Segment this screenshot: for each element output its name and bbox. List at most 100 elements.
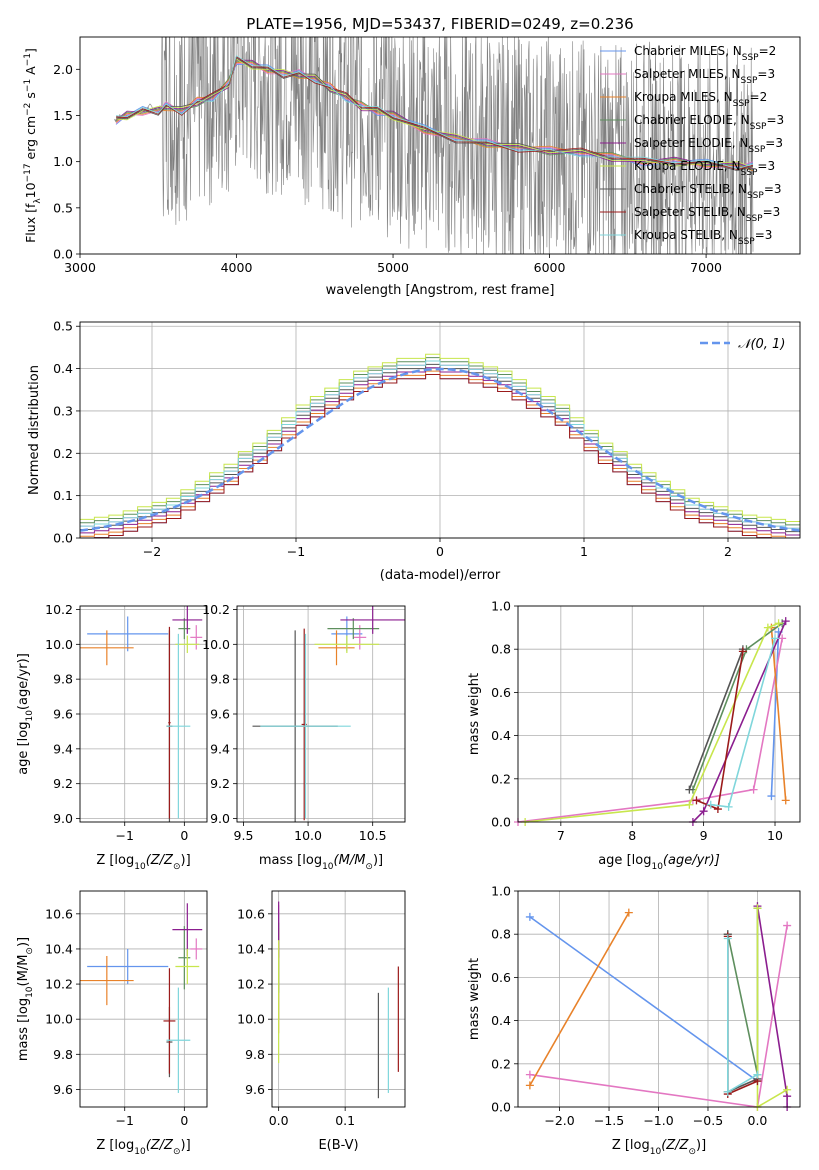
age-vs-mass-errorbars	[252, 606, 405, 822]
spectrum-lines	[114, 37, 754, 254]
errorbar-point	[87, 616, 169, 652]
spectrum-ylabel-part: 10	[23, 182, 38, 198]
errorbar-point	[175, 948, 200, 985]
x-tick-label: 9.5	[234, 828, 254, 843]
weight-marker	[753, 904, 762, 913]
weight-series-line	[770, 627, 787, 801]
legend-label: Salpeter ELODIE, NSSP=3	[634, 136, 783, 155]
y-tick-label: 9.8	[245, 1047, 265, 1062]
errorbar-point	[190, 938, 203, 960]
x-tick-label: −1	[287, 544, 305, 559]
y-tick-label: 0.4	[53, 361, 73, 376]
mass-vs-Z-xlabel-part: ⊙	[173, 1147, 181, 1157]
y-tick-label: 0.6	[491, 970, 511, 985]
residual-histograms	[80, 353, 800, 538]
weight-marker	[753, 1070, 762, 1079]
age-vs-Z-xlabel-part: 10	[134, 862, 146, 872]
x-tick-label: 6000	[534, 260, 566, 275]
weight-vs-Z-xlabel-part: 10	[650, 1147, 662, 1157]
age-vs-Z-ylabel-part: age [log	[16, 722, 31, 775]
figure-title: PLATE=1956, MJD=53437, FIBERID=0249, z=0…	[246, 15, 633, 33]
axes-frame	[79, 321, 801, 539]
y-tick-label: 1.5	[53, 108, 73, 123]
x-tick-label: 10.0	[294, 828, 322, 843]
y-tick-label: 0.5	[53, 319, 73, 334]
mass-vs-Z-ylabel-part: ⊙	[25, 947, 35, 955]
errorbar-point	[178, 618, 191, 640]
errorbar-point	[314, 635, 380, 654]
spectrum-ylabel-part: Flux [f	[23, 203, 38, 243]
y-tick-label: 0.8	[491, 927, 511, 942]
y-tick-label: 0.2	[53, 446, 73, 461]
residuals-xlabel: (data-model)/error	[380, 568, 501, 583]
y-tick-label: 9.6	[210, 707, 230, 722]
age-vs-mass-xlabel-part: ⊙	[365, 862, 373, 872]
weight-series	[706, 634, 780, 811]
y-tick-label: 9.0	[210, 811, 230, 826]
y-tick-label: 1.0	[53, 154, 73, 169]
weight-marker	[685, 785, 694, 794]
age-vs-Z-ylabel-part: 10	[25, 710, 35, 722]
errorbar-point	[190, 625, 203, 650]
x-tick-label: −2	[143, 544, 161, 559]
spectrum-ylabel-part: s	[23, 92, 38, 103]
mass-vs-Z-ylabel: mass [log10(M/M⊙)]	[16, 937, 35, 1061]
x-tick-label: −1	[115, 828, 133, 843]
y-tick-label: 2.0	[53, 62, 73, 77]
weight-series-line	[727, 908, 759, 1075]
legend-label-part: SSP	[748, 145, 765, 155]
spectrum-ylabel-part: λ	[33, 198, 43, 204]
mass-vs-Z-panel: −1 09.69.810.010.210.410.6Z [log10(Z/Z⊙)]…	[16, 890, 208, 1157]
errorbar-point	[166, 987, 191, 1093]
mass-vs-Z-ylabel-part: )]	[16, 937, 31, 947]
errorbar-point	[87, 948, 169, 985]
x-tick-label: 10	[767, 828, 783, 843]
mass-vs-Z-ylabel-part: 10	[25, 986, 35, 998]
legend-label-part: SSP	[747, 191, 764, 201]
x-tick-label: 0	[180, 1113, 188, 1128]
mass-vs-Z-errorbars	[80, 903, 203, 1093]
x-tick-label: 8	[628, 828, 636, 843]
y-tick-label: 10.2	[202, 602, 230, 617]
errorbar-point	[260, 633, 351, 819]
spectrum-ylabel-part: ]	[23, 48, 38, 53]
x-tick-label: −1.0	[643, 1113, 673, 1128]
x-tick-label: 3000	[64, 260, 96, 275]
mass-vs-Z-xlabel-part: 10	[134, 1147, 146, 1157]
weight-series-line	[529, 916, 758, 1082]
legend-label-part: Kroupa MILES, N	[634, 90, 733, 104]
residual-histogram-line	[80, 374, 800, 538]
y-tick-label: 9.6	[53, 1082, 73, 1097]
weight-vs-Z-ylabel: mass weight	[467, 958, 482, 1040]
age-vs-mass-xlabel-part: mass [log	[259, 853, 322, 868]
model-spectrum-line	[115, 64, 754, 168]
axes-frame	[79, 890, 208, 1108]
spectrum-xlabel: wavelength [Angstrom, rest frame]	[326, 283, 555, 298]
y-tick-label: 10.0	[202, 637, 230, 652]
y-tick-label: 0.4	[491, 728, 511, 743]
legend-label-part: =3	[757, 159, 775, 173]
y-tick-label: 0.0	[53, 531, 73, 546]
age-vs-Z-ylabel-part: (age/yr)]	[16, 653, 31, 710]
errorbar-point	[172, 606, 203, 634]
legend-label-part: =3	[764, 182, 782, 196]
axes-frame	[79, 605, 208, 823]
y-tick-label: 0.2	[491, 771, 511, 786]
legend-label-part: Salpeter MILES, N	[634, 67, 741, 81]
errorbar-point	[172, 903, 203, 956]
x-tick-label: 0.0	[748, 1113, 768, 1128]
y-tick-label: 0.0	[491, 815, 511, 830]
x-tick-label: 0.1	[335, 1113, 355, 1128]
weight-marker	[624, 908, 633, 917]
age-vs-Z-errorbars	[80, 606, 203, 822]
age-vs-mass-xlabel-part: 10	[322, 862, 334, 872]
weight-marker	[723, 1087, 732, 1096]
errorbar-point	[318, 630, 355, 666]
legend-label-part: =3	[765, 136, 783, 150]
y-tick-label: 10.4	[237, 941, 265, 956]
weight-marker	[724, 802, 733, 811]
weight-series-line	[710, 638, 776, 808]
y-tick-label: 10.2	[45, 977, 73, 992]
weight-marker	[723, 934, 732, 943]
weight-marker	[774, 619, 783, 628]
